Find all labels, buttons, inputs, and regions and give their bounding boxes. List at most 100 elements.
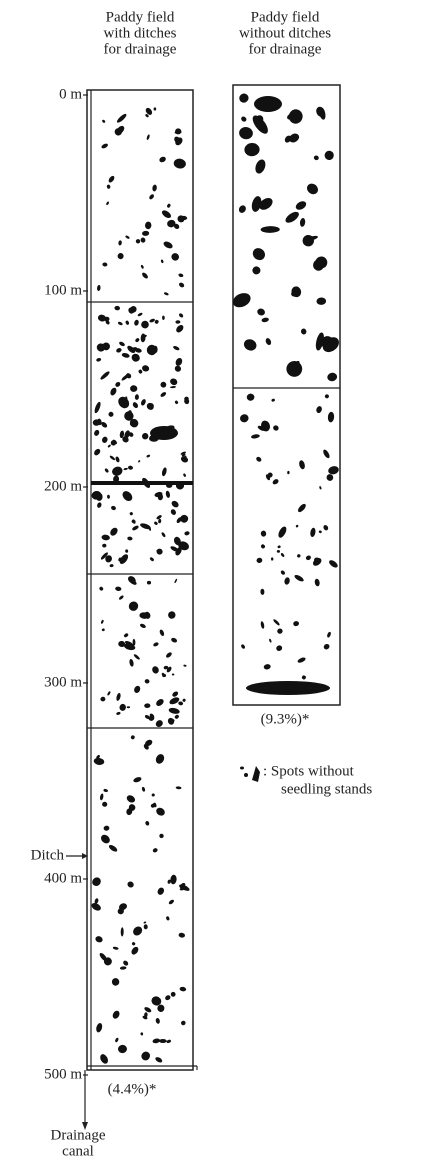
spot [165, 490, 170, 498]
spot [110, 527, 118, 536]
spot [244, 142, 260, 157]
spot [94, 429, 100, 436]
spot [252, 248, 266, 261]
spot [260, 420, 271, 432]
spot [327, 631, 331, 638]
spot [100, 793, 104, 801]
spot [278, 526, 287, 538]
spot [132, 525, 139, 531]
spot [178, 932, 185, 938]
spot [256, 456, 262, 462]
spot [131, 942, 136, 946]
spot [129, 418, 139, 428]
spot [298, 503, 306, 513]
spot [138, 460, 141, 463]
spot [259, 198, 273, 210]
spot [128, 410, 132, 415]
spot [294, 574, 304, 582]
spot [153, 642, 159, 647]
spot [173, 158, 186, 169]
spot [143, 924, 148, 930]
spot [156, 515, 162, 520]
spot [119, 253, 124, 258]
spot [273, 619, 280, 626]
spot [280, 570, 286, 575]
spot [93, 757, 105, 765]
spot [179, 313, 184, 318]
spot [261, 317, 269, 323]
spot [166, 916, 170, 921]
spot [95, 936, 103, 943]
spot [109, 455, 116, 461]
spot [184, 531, 190, 536]
spot [287, 470, 290, 475]
legend-text: seedling stands [281, 781, 372, 797]
legend-spot [244, 773, 248, 777]
spot [146, 402, 154, 410]
distance-label: 200 m [44, 478, 82, 494]
spot [238, 205, 246, 213]
spot [115, 381, 121, 387]
spot [252, 266, 261, 275]
spot [144, 611, 151, 619]
spot [181, 453, 186, 457]
spot [134, 319, 139, 326]
spot [116, 113, 127, 123]
spot [143, 744, 149, 750]
spot [107, 691, 111, 696]
spot [94, 448, 101, 456]
spot [321, 336, 335, 351]
spot [128, 465, 133, 470]
canal-arrow-head [82, 1122, 88, 1130]
spot [170, 718, 175, 722]
spot [306, 235, 318, 241]
spot [145, 821, 150, 826]
spots [91, 93, 339, 1064]
spot [293, 621, 299, 627]
spot [140, 523, 151, 530]
spot [91, 902, 101, 911]
spot [145, 107, 153, 115]
spot [126, 808, 133, 816]
spot [151, 793, 155, 797]
spot [316, 406, 322, 414]
spot [297, 554, 301, 558]
spot [302, 234, 314, 247]
spot [110, 440, 117, 446]
spot [104, 316, 110, 322]
spot [288, 109, 303, 124]
spot [152, 666, 159, 674]
spot [157, 1004, 165, 1012]
spot [142, 477, 151, 488]
spot [145, 739, 153, 747]
spot [141, 786, 146, 792]
spot [175, 320, 181, 324]
spot [167, 219, 176, 228]
spot [181, 215, 188, 220]
spot [104, 468, 109, 473]
spot [175, 137, 183, 146]
spot [137, 312, 143, 317]
spot [246, 681, 330, 695]
spot [130, 735, 135, 740]
spot [151, 996, 162, 1006]
spot [323, 525, 329, 531]
spot [251, 434, 260, 439]
spot [172, 691, 179, 697]
spot [97, 502, 102, 508]
spot [160, 381, 167, 388]
spot [170, 991, 176, 997]
spot [144, 703, 151, 709]
spot [112, 1010, 120, 1019]
spot [146, 580, 152, 585]
spot [107, 444, 111, 448]
spot [135, 239, 141, 244]
spot [144, 679, 150, 684]
spot [134, 394, 139, 400]
spot [135, 338, 140, 343]
percent-label: (9.3%)* [261, 711, 310, 727]
spot [174, 578, 178, 584]
spot [265, 338, 272, 346]
spot [161, 532, 166, 538]
spot [173, 345, 180, 351]
